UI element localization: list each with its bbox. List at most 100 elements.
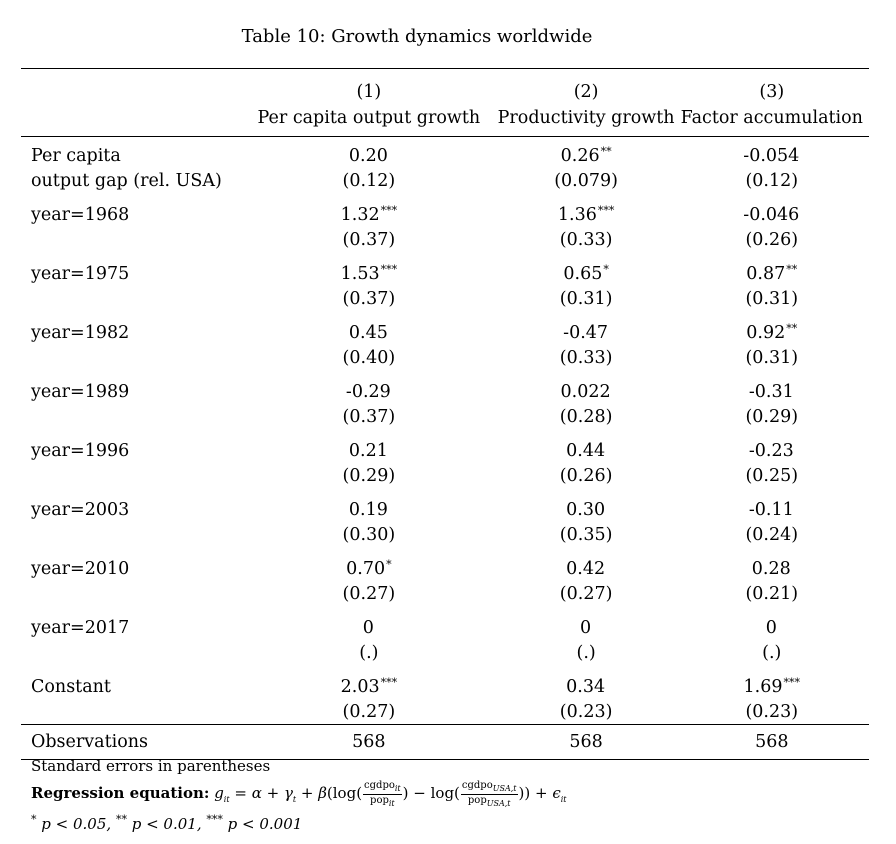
coefficient-value: 0.19 <box>348 500 388 520</box>
coefficient-cell: 0 <box>498 615 675 640</box>
row-label: year=2010 <box>31 558 130 579</box>
standard-error-cell: (0.37) <box>342 229 396 250</box>
coefficient-value: 0.34 <box>566 677 606 697</box>
significance-stars: *** <box>380 263 398 276</box>
coefficient-cell: 0.44 <box>498 438 675 463</box>
coefficient-cell: 1.53*** <box>240 261 498 286</box>
coefficient-value: 0.65 <box>563 264 603 284</box>
standard-error-row: (.) (.) (.) <box>21 640 869 665</box>
standard-error-cell: (0.27) <box>559 583 613 604</box>
row-label: year=1975 <box>31 263 130 284</box>
coefficient-cell: 0.87** <box>675 261 869 286</box>
coefficient-cell: -0.23 <box>675 438 869 463</box>
coefficient-cell: 0.92** <box>675 320 869 345</box>
standard-error-cell: (0.23) <box>559 701 613 722</box>
coefficient-row: year=2017 0 0 0 <box>21 615 869 640</box>
standard-error-cell: (0.24) <box>745 524 799 545</box>
coefficient-cell: 1.69*** <box>675 674 869 699</box>
standard-error-cell: (0.37) <box>342 406 396 427</box>
row-spacer <box>21 370 869 379</box>
coefficient-cell: 0 <box>675 615 869 640</box>
coefficient-rows: Per capita 0.20 0.26** -0.054 output gap (re… <box>21 136 869 725</box>
header-blank <box>21 69 240 107</box>
table-caption: Table 10: Growth dynamics worldwide <box>241 26 593 47</box>
coefficient-cell: -0.11 <box>675 497 869 522</box>
standard-error-cell: (0.33) <box>559 229 613 250</box>
row-label: year=1996 <box>31 440 130 461</box>
coefficient-value: 0.21 <box>348 441 388 461</box>
standard-error-row: (0.29) (0.26) (0.25) <box>21 463 869 488</box>
coefficient-value: -0.23 <box>748 441 794 461</box>
coefficient-cell: 0.022 <box>498 379 675 404</box>
row-spacer <box>21 606 869 615</box>
standard-error-cell: (.) <box>359 642 379 663</box>
row-label: year=1968 <box>31 204 130 225</box>
coefficient-value: 0.022 <box>560 382 611 402</box>
coefficient-cell: 0.19 <box>240 497 498 522</box>
standard-error-cell: (0.23) <box>745 701 799 722</box>
row-label-continued <box>21 463 240 488</box>
significance-stars: ** <box>786 263 798 276</box>
standard-error-cell: (0.37) <box>342 288 396 309</box>
observations-label: Observations <box>31 732 148 752</box>
standard-error-cell: (0.12) <box>745 170 799 191</box>
coefficient-cell: 0 <box>240 615 498 640</box>
row-label-continued <box>21 581 240 606</box>
coefficient-row: year=1975 1.53*** 0.65* 0.87** <box>21 261 869 286</box>
standard-error-cell: (0.35) <box>559 524 613 545</box>
coefficient-cell: 1.32*** <box>240 202 498 227</box>
significance-stars: ** <box>600 145 612 158</box>
standard-error-cell: (0.25) <box>745 465 799 486</box>
standard-error-row: (0.37) (0.28) (0.29) <box>21 404 869 429</box>
coefficient-cell: 0.21 <box>240 438 498 463</box>
significance-stars: *** <box>783 676 801 689</box>
table-notes: Standard errors in parentheses Regressio… <box>31 754 567 833</box>
standard-error-cell: (0.27) <box>342 583 396 604</box>
column-number-3: (3) <box>759 81 785 102</box>
column-title-1: Per capita output growth <box>257 108 481 128</box>
coefficient-cell: -0.29 <box>240 379 498 404</box>
standard-errors-note: Standard errors in parentheses <box>31 757 271 775</box>
standard-error-row: (0.37) (0.31) (0.31) <box>21 286 869 311</box>
standard-error-cell: (0.29) <box>745 406 799 427</box>
column-number-2: (2) <box>573 81 599 102</box>
coefficient-value: 1.32 <box>340 205 380 225</box>
standard-error-cell: (0.28) <box>559 406 613 427</box>
row-label: Constant <box>31 676 111 697</box>
significance-stars: * <box>603 263 609 276</box>
coefficient-row: Per capita 0.20 0.26** -0.054 <box>21 136 869 169</box>
coefficient-value: 1.69 <box>743 677 783 697</box>
coefficient-cell: 0.65* <box>498 261 675 286</box>
coefficient-row: year=2003 0.19 0.30 -0.11 <box>21 497 869 522</box>
row-label-continued <box>21 345 240 370</box>
row-spacer <box>21 252 869 261</box>
coefficient-cell: -0.31 <box>675 379 869 404</box>
coefficient-value: 0.20 <box>348 146 388 166</box>
coefficient-cell: 0.45 <box>240 320 498 345</box>
significance-stars: ** <box>786 322 798 335</box>
row-label-continued <box>21 640 240 665</box>
standard-error-cell: (0.26) <box>745 229 799 250</box>
coefficient-row: year=2010 0.70* 0.42 0.28 <box>21 556 869 581</box>
standard-error-cell: (0.30) <box>342 524 396 545</box>
coefficient-cell: 0.26** <box>498 137 675 169</box>
column-title-3: Factor accumulation <box>680 108 863 128</box>
significance-stars: *** <box>380 204 398 217</box>
standard-error-row: (0.37) (0.33) (0.26) <box>21 227 869 252</box>
standard-error-cell: (0.21) <box>745 583 799 604</box>
row-label: year=2017 <box>31 617 130 638</box>
observations-value-2: 568 <box>569 732 603 752</box>
coefficient-value: 2.03 <box>340 677 380 697</box>
coefficient-cell: 0.30 <box>498 497 675 522</box>
coefficient-cell: -0.054 <box>675 137 869 169</box>
coefficient-cell: 0.34 <box>498 674 675 699</box>
regression-equation-formula: git = α + γt + β(log(cgdpoit popit) − log… <box>214 779 567 808</box>
coefficient-cell: -0.47 <box>498 320 675 345</box>
significance-stars: *** <box>380 676 398 689</box>
coefficient-row: year=1968 1.32*** 1.36*** -0.046 <box>21 202 869 227</box>
coefficient-row: Constant 2.03*** 0.34 1.69*** <box>21 674 869 699</box>
standard-error-row: output gap (rel. USA) (0.12) (0.079) (0.12) <box>21 168 869 193</box>
observations-row: Observations 568 568 568 <box>21 724 869 760</box>
coefficient-cell: -0.046 <box>675 202 869 227</box>
coefficient-value: 0.87 <box>746 264 786 284</box>
